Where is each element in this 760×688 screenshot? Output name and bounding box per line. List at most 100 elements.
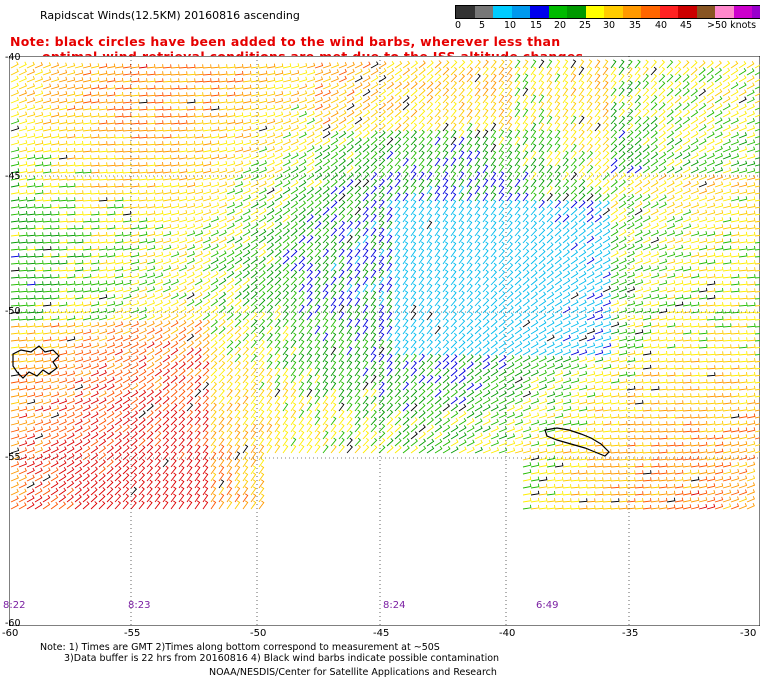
wind-barb xyxy=(650,73,658,83)
wind-barb xyxy=(298,104,308,111)
wind-barb xyxy=(746,274,756,279)
wind-barb xyxy=(74,105,84,111)
wind-barb xyxy=(666,194,675,202)
wind-barb xyxy=(202,285,211,293)
wind-barb xyxy=(146,293,156,300)
wind-barb xyxy=(346,213,354,223)
wind-barb xyxy=(354,137,362,146)
wind-barb xyxy=(146,224,156,230)
wind-barb xyxy=(546,370,556,377)
wind-barb xyxy=(266,360,273,370)
wind-barb xyxy=(114,84,124,90)
wind-barb xyxy=(514,220,521,230)
wind-barb xyxy=(194,78,204,83)
wind-barb xyxy=(674,273,684,279)
wind-barb xyxy=(666,109,674,118)
wind-barb xyxy=(178,258,188,265)
wind-barb xyxy=(178,106,188,111)
wind-barb xyxy=(442,213,449,223)
wind-barb xyxy=(82,91,92,97)
wind-barb xyxy=(474,115,481,125)
wind-barb xyxy=(674,95,682,104)
wind-barb xyxy=(674,159,683,167)
wind-barb xyxy=(178,85,188,90)
wind-barb xyxy=(114,390,123,398)
wind-barb xyxy=(450,66,458,76)
wind-barb xyxy=(474,354,482,363)
wind-barb xyxy=(298,269,306,279)
wind-barb xyxy=(154,155,164,160)
wind-barb xyxy=(274,125,284,132)
wind-barb xyxy=(474,108,481,118)
wind-barb xyxy=(90,259,100,265)
wind-barb xyxy=(498,87,505,97)
wind-barb xyxy=(514,362,523,370)
wind-barb xyxy=(106,328,116,335)
wind-barb xyxy=(18,350,28,356)
wind-barb xyxy=(658,251,668,258)
wind-barb xyxy=(114,141,124,146)
wind-barb xyxy=(546,122,553,132)
wind-barb xyxy=(362,304,369,314)
wind-barb xyxy=(610,101,617,111)
wind-barb xyxy=(586,87,593,97)
wind-barb xyxy=(602,221,611,230)
wind-barb xyxy=(138,71,148,76)
wind-barb xyxy=(666,73,674,83)
wind-barb xyxy=(690,308,700,314)
wind-barb xyxy=(362,255,369,265)
wind-barb xyxy=(282,214,291,223)
wind-barb xyxy=(322,117,331,125)
wind-barb xyxy=(466,290,473,300)
wind-barb xyxy=(666,59,674,69)
wind-barb xyxy=(642,279,652,286)
wind-barb xyxy=(290,152,299,160)
wind-barb xyxy=(354,144,362,153)
wind-barb xyxy=(674,123,683,132)
wind-barb xyxy=(90,287,100,293)
wind-barb xyxy=(186,168,196,174)
wind-barb xyxy=(434,178,441,188)
wind-barb xyxy=(530,213,537,223)
wind-barb xyxy=(410,199,417,209)
wind-barb xyxy=(226,64,236,69)
wind-barb xyxy=(138,341,147,349)
wind-barb xyxy=(466,80,473,90)
wind-barb xyxy=(10,175,20,181)
wind-barb xyxy=(266,339,273,349)
wind-barb xyxy=(706,245,716,251)
wind-barb xyxy=(490,255,497,265)
wind-barb xyxy=(314,214,322,223)
wind-barb xyxy=(90,397,99,405)
wind-barb xyxy=(354,172,362,181)
wind-barb xyxy=(298,262,306,272)
wind-barb xyxy=(586,214,594,223)
wind-barb xyxy=(538,277,546,286)
wind-barb xyxy=(122,328,132,335)
wind-barb xyxy=(682,351,692,356)
wind-barb xyxy=(42,147,52,153)
wind-barb xyxy=(10,111,20,118)
wind-barb xyxy=(90,349,100,356)
wind-barb xyxy=(330,165,338,174)
wind-barb xyxy=(218,195,228,202)
wind-barb xyxy=(170,168,180,174)
wind-barb xyxy=(162,161,172,167)
wind-barb xyxy=(274,118,284,125)
wind-barb xyxy=(42,232,52,237)
wind-barb xyxy=(202,291,211,300)
wind-barb xyxy=(146,327,155,335)
wind-barb xyxy=(442,375,450,384)
wind-barb xyxy=(250,201,259,209)
wind-barb xyxy=(522,108,529,118)
wind-barb xyxy=(426,346,433,356)
wind-barb xyxy=(418,276,425,286)
wind-barb xyxy=(674,365,684,370)
wind-barb xyxy=(538,341,547,349)
wind-barb xyxy=(338,103,347,111)
wind-barb xyxy=(306,83,316,90)
wind-barb xyxy=(682,67,690,76)
wind-barb xyxy=(290,145,299,153)
wind-barb xyxy=(306,374,313,384)
wind-barb xyxy=(450,94,457,104)
